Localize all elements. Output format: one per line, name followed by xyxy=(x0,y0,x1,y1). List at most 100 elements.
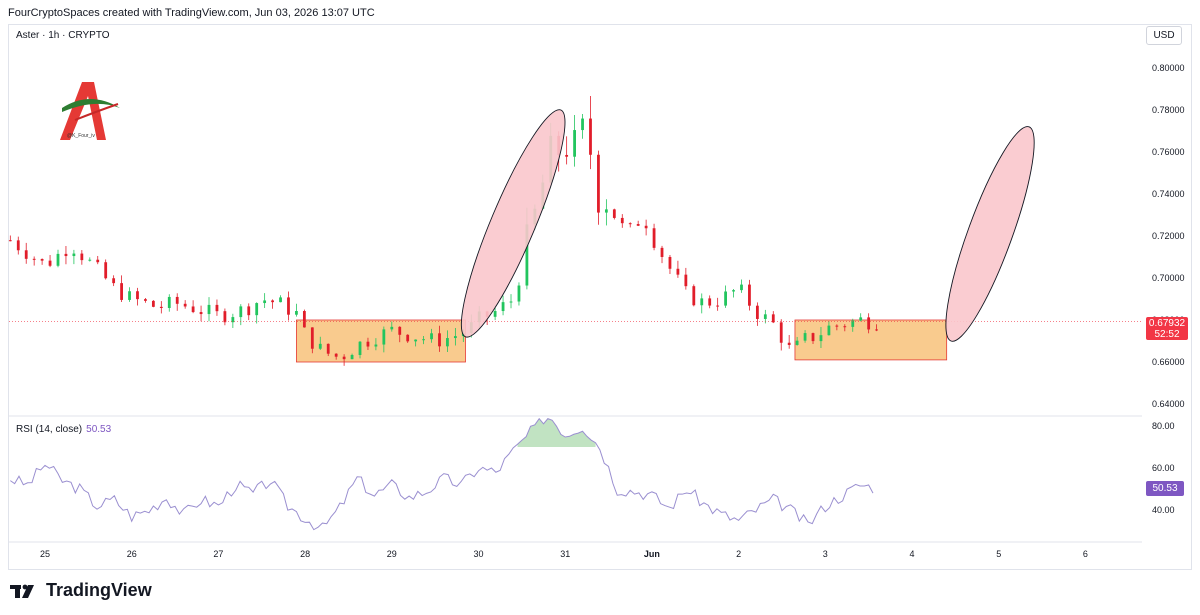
candle-body xyxy=(334,353,338,357)
candle-body xyxy=(382,329,386,345)
currency-button[interactable]: USD xyxy=(1146,26,1182,45)
rsi-value-tag: 50.53 xyxy=(1146,481,1184,496)
rsi-axis-tick: 40.00 xyxy=(1152,505,1175,515)
candle-body xyxy=(446,338,449,347)
price-axis-tick: 0.80000 xyxy=(1152,63,1185,73)
candle-body xyxy=(628,223,632,225)
consolidation-zone xyxy=(794,319,948,361)
candle-body xyxy=(620,217,624,224)
candle-body xyxy=(597,154,600,213)
candle-body xyxy=(732,290,735,292)
price-axis-tick: 0.72000 xyxy=(1152,231,1185,241)
candle-body xyxy=(684,274,688,287)
highlight-ellipse xyxy=(460,109,566,338)
time-axis-tick: 26 xyxy=(127,549,137,559)
candle-body xyxy=(493,311,497,317)
candle-body xyxy=(183,303,187,307)
rsi-axis-tick: 80.00 xyxy=(1152,421,1175,431)
time-axis-tick: 27 xyxy=(213,549,223,559)
candle-body xyxy=(310,327,314,349)
candle-body xyxy=(287,297,290,315)
candle-body xyxy=(390,326,394,330)
highlight-ellipse xyxy=(945,126,1035,342)
candle-body xyxy=(501,302,505,312)
candle-body xyxy=(700,298,704,306)
author-logo xyxy=(60,82,120,140)
logo-swoosh-icon xyxy=(62,99,120,112)
candle-body xyxy=(708,298,712,306)
candle-body xyxy=(112,278,116,284)
chart-credit: FourCryptoSpaces created with TradingVie… xyxy=(8,7,375,19)
candle-body xyxy=(573,130,576,157)
candle-body xyxy=(120,283,123,300)
candle-body xyxy=(279,297,282,303)
candle-body xyxy=(358,341,362,355)
candle-body xyxy=(8,240,12,242)
candle-body xyxy=(175,296,179,304)
candle-body xyxy=(215,304,219,312)
candle-body xyxy=(581,118,584,131)
candle-body xyxy=(430,333,433,340)
candle-body xyxy=(263,300,267,304)
candle-body xyxy=(636,224,640,226)
candle-body xyxy=(422,339,425,341)
tradingview-footer[interactable]: TradingView xyxy=(10,580,152,601)
rsi-axis-tick: 60.00 xyxy=(1152,463,1175,473)
candle-body xyxy=(40,259,44,261)
candle-body xyxy=(755,305,759,319)
candle-body xyxy=(326,343,330,354)
candle-body xyxy=(56,253,60,266)
candle-body xyxy=(787,342,791,345)
candle-body xyxy=(851,320,855,327)
candle-body xyxy=(668,256,672,269)
candle-body xyxy=(302,311,306,328)
chart-frame xyxy=(8,24,1192,570)
candle-body xyxy=(660,247,664,257)
candle-body xyxy=(167,296,171,308)
candle-body xyxy=(692,286,696,306)
candle-body xyxy=(438,333,441,347)
tradingview-brand: TradingView xyxy=(46,580,152,600)
candle-body xyxy=(716,305,720,307)
candle-body xyxy=(867,317,871,330)
candle-body xyxy=(509,301,513,303)
candle-body xyxy=(191,306,195,313)
rsi-legend[interactable]: RSI (14, close) 50.53 xyxy=(16,424,111,435)
candle-body xyxy=(350,354,354,360)
candle-body xyxy=(239,306,243,318)
candle-body xyxy=(64,253,68,257)
candle-body xyxy=(295,311,298,315)
time-axis-tick: 2 xyxy=(736,549,741,559)
candle-body xyxy=(748,284,751,306)
candle-body xyxy=(819,335,823,342)
candle-body xyxy=(406,334,410,342)
candle-body xyxy=(247,306,251,316)
time-axis-tick: 25 xyxy=(40,549,50,559)
candle-body xyxy=(589,118,592,155)
candle-body xyxy=(740,284,743,291)
time-axis-tick: 28 xyxy=(300,549,310,559)
candle-body xyxy=(366,341,370,347)
candle-body xyxy=(96,259,100,263)
time-axis-tick: 29 xyxy=(387,549,397,559)
candle-body xyxy=(24,250,28,259)
time-axis-tick: 5 xyxy=(996,549,1001,559)
candle-body xyxy=(223,311,227,323)
last-price: 0.67932 xyxy=(1148,318,1186,329)
symbol-label[interactable]: Aster · 1h · CRYPTO xyxy=(16,30,110,41)
candle-body xyxy=(612,209,616,218)
candle-body xyxy=(88,259,92,261)
candle-body xyxy=(676,268,680,275)
time-axis-tick: 30 xyxy=(473,549,483,559)
candle-body xyxy=(414,339,418,342)
candle-body xyxy=(151,300,155,307)
candle-body xyxy=(128,291,131,300)
candle-body xyxy=(859,317,863,321)
candle-body xyxy=(271,300,274,303)
time-axis-tick: 3 xyxy=(823,549,828,559)
price-axis-tick: 0.64000 xyxy=(1152,399,1185,409)
price-axis-tick: 0.70000 xyxy=(1152,273,1185,283)
candle-body xyxy=(199,312,203,315)
candle-body xyxy=(724,291,727,306)
